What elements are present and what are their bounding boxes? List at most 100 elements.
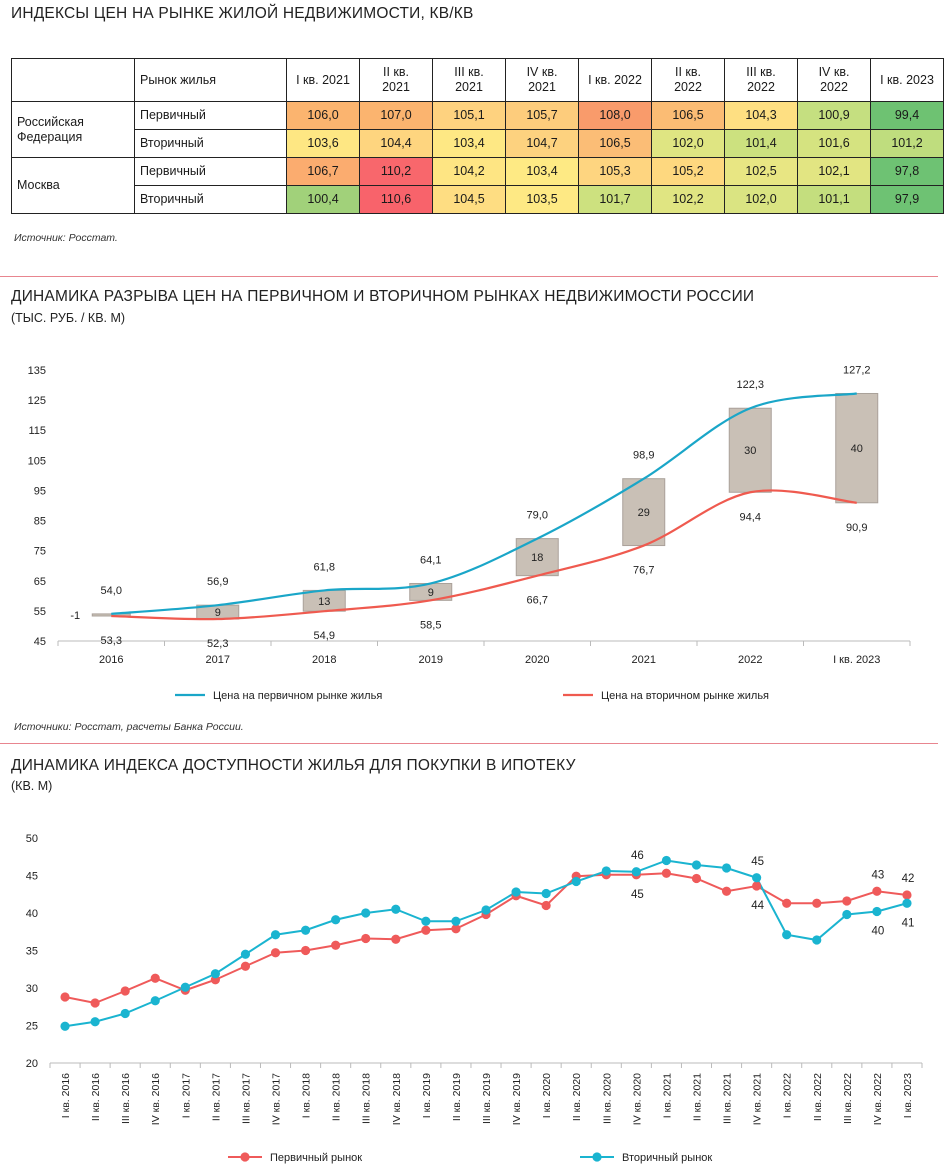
section-divider <box>0 743 938 744</box>
primary-market-point <box>300 945 311 956</box>
secondary-market-point <box>120 1008 130 1019</box>
secondary-market-point <box>391 904 401 914</box>
x-tick-label: IV кв. 2018 <box>391 1073 403 1125</box>
data-annotation: 43 <box>871 869 884 881</box>
secondary-market-point <box>691 860 702 870</box>
x-tick-label: IV кв. 2020 <box>631 1073 643 1125</box>
index-value-cell: 104,7 <box>505 129 579 158</box>
x-tick-label: 2017 <box>206 654 230 666</box>
table-title: ИНДЕКСЫ ЦЕН НА РЫНКЕ ЖИЛОЙ НЕДВИЖИМОСТИ,… <box>11 5 474 22</box>
primary-market-point <box>721 886 732 896</box>
x-tick-label: III кв. 2016 <box>120 1073 132 1124</box>
gap-bar <box>91 613 131 617</box>
data-annotation: 45 <box>631 889 644 901</box>
secondary-data-label: 90,9 <box>846 522 867 534</box>
data-annotation: 44 <box>751 900 764 912</box>
gap-chart-title: ДИНАМИКА РАЗРЫВА ЦЕН НА ПЕРВИЧНОМ И ВТОР… <box>11 288 755 305</box>
x-tick-label: I кв. 2023 <box>833 654 880 666</box>
secondary-market-point <box>300 925 311 935</box>
x-tick-label: I кв. 2017 <box>180 1073 192 1118</box>
gap-bar <box>835 392 879 504</box>
index-value-cell: 101,6 <box>797 129 871 158</box>
secondary-market-point <box>451 916 461 926</box>
y-tick-label: 115 <box>28 425 46 437</box>
market-cell: Вторичный <box>134 129 287 158</box>
secondary-market-point <box>842 909 852 920</box>
index-value-cell: 106,5 <box>578 129 652 158</box>
x-tick-label: I кв. 2018 <box>301 1073 313 1118</box>
x-tick-label: IV кв. 2021 <box>752 1073 764 1125</box>
secondary-market-point <box>782 930 792 940</box>
index-value-cell: 101,4 <box>724 129 798 158</box>
secondary-market-point <box>331 915 341 925</box>
secondary-market-point <box>902 898 912 908</box>
legend-primary-marker <box>240 1152 250 1162</box>
secondary-market-point <box>421 916 431 926</box>
index-value-cell: 104,5 <box>432 185 506 214</box>
index-value-cell: 105,7 <box>505 101 579 130</box>
index-value-cell: 99,4 <box>870 101 944 130</box>
table-row: Вторичный 100,4 110,6 104,5 103,5 101,7 102,2 1… <box>12 185 944 214</box>
y-tick-label: 65 <box>34 576 46 588</box>
y-tick-label: 95 <box>34 485 46 497</box>
x-tick-label: 2022 <box>738 654 762 666</box>
primary-market-point <box>331 940 341 950</box>
x-tick-label: III кв. 2020 <box>601 1073 613 1124</box>
x-tick-label: 2020 <box>525 654 549 666</box>
affordability-chart: 20 25 30 35 40 45 50 I кв. 2016 II кв. 2016 III к… <box>26 833 923 1164</box>
secondary-market-point <box>180 982 190 992</box>
primary-data-label: 64,1 <box>420 554 441 566</box>
index-value-cell: 108,0 <box>578 101 652 130</box>
secondary-data-label: 52,3 <box>207 638 228 650</box>
primary-market-point <box>120 986 130 996</box>
secondary-market-point <box>571 876 581 887</box>
secondary-data-label: 94,4 <box>740 511 761 523</box>
primary-market-point <box>391 934 401 944</box>
primary-market-point <box>842 896 852 906</box>
index-value-cell: 103,4 <box>505 157 579 186</box>
primary-market-point <box>90 998 100 1008</box>
secondary-market-point <box>601 866 611 876</box>
index-value-cell: 102,1 <box>797 157 871 186</box>
table-corner-cell <box>11 58 135 102</box>
index-value-cell: 106,7 <box>286 157 360 186</box>
index-value-cell: 103,4 <box>432 129 506 158</box>
primary-market-point <box>541 900 551 911</box>
x-tick-label: II кв. 2022 <box>812 1073 824 1121</box>
primary-market-point <box>150 973 160 983</box>
y-tick-label: 40 <box>26 908 38 920</box>
y-tick-label: 125 <box>28 395 46 407</box>
x-tick-label: I кв. 2023 <box>902 1073 914 1118</box>
index-value-cell: 107,0 <box>359 101 433 130</box>
index-value-cell: 100,4 <box>286 185 360 214</box>
quarter-header: II кв. 2021 <box>359 58 433 102</box>
quarter-header: I кв. 2022 <box>578 58 652 102</box>
index-value-cell: 106,5 <box>651 101 725 130</box>
x-tick-label: 2018 <box>312 654 336 666</box>
x-tick-label: III кв. 2017 <box>240 1073 252 1124</box>
y-tick-label: 50 <box>26 833 38 845</box>
quarter-header: I кв. 2021 <box>286 58 360 102</box>
secondary-market-point <box>210 969 220 979</box>
quarter-header: IV кв. 2021 <box>505 58 579 102</box>
y-tick-label: 30 <box>26 983 38 995</box>
y-tick-label: 20 <box>26 1058 38 1070</box>
primary-market-point <box>902 890 912 900</box>
index-value-cell: 101,7 <box>578 185 652 214</box>
secondary-market-point <box>240 949 251 959</box>
x-tick-label: III кв. 2021 <box>722 1073 734 1124</box>
x-tick-label: II кв. 2019 <box>451 1073 463 1121</box>
primary-data-label: 122,3 <box>736 379 764 391</box>
primary-market-point <box>270 948 281 958</box>
quarter-header: III кв. 2021 <box>432 58 506 102</box>
primary-market-point <box>240 961 251 971</box>
x-tick-label: I кв. 2019 <box>421 1073 433 1118</box>
price-index-table: Рынок жилья I кв. 2021 II кв. 2021 III кв. 20… <box>11 58 944 214</box>
quarter-header: II кв. 2022 <box>651 58 725 102</box>
x-tick-label: IV кв. 2019 <box>511 1073 523 1125</box>
index-value-cell: 101,1 <box>797 185 871 214</box>
gap-label: 13 <box>318 596 330 608</box>
gap-label: 18 <box>531 552 543 564</box>
gap-chart-subtitle: (ТЫС. РУБ. / КВ. М) <box>11 311 126 325</box>
x-tick-label: 2016 <box>99 654 123 666</box>
